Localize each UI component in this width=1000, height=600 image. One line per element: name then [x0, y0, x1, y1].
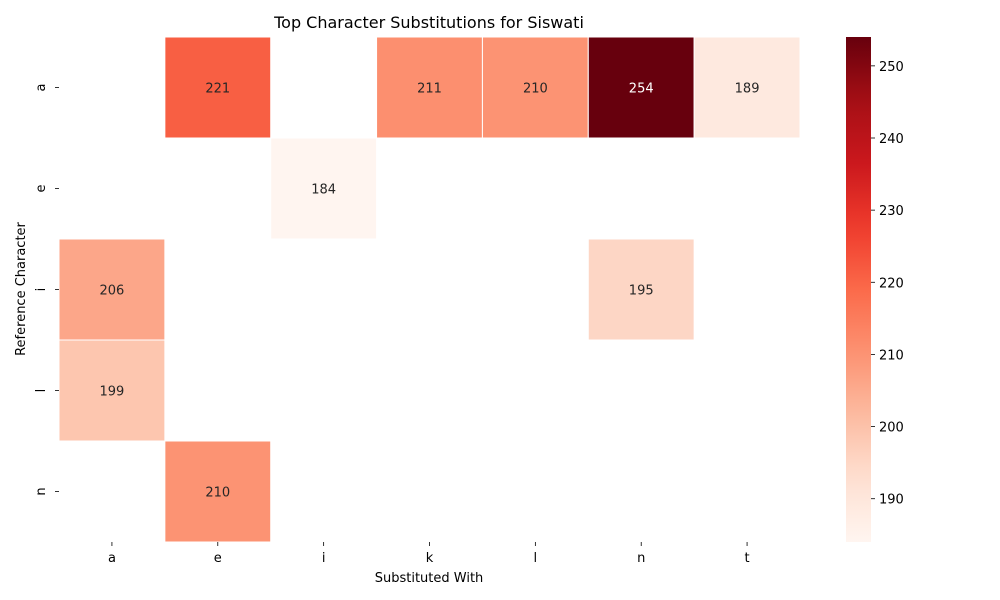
x-tick-label: i: [322, 551, 326, 566]
y-axis: a e i l n: [34, 84, 59, 496]
colorbar-tick-label: 240: [879, 132, 904, 147]
cell-value-label: 211: [417, 82, 442, 97]
x-tick-label: n: [637, 551, 645, 566]
cell-value-label: 184: [311, 183, 336, 198]
x-tick-label: e: [214, 551, 222, 566]
y-axis-label: Reference Character: [14, 221, 29, 355]
colorbar-tick-label: 230: [879, 204, 904, 219]
x-tick-label: a: [108, 551, 116, 566]
cell-value-label: 189: [735, 82, 760, 97]
chart-title: Top Character Substitutions for Siswati: [273, 13, 584, 32]
colorbar: 190 200 210 220 230 240 250: [846, 37, 904, 542]
y-tick-label: a: [34, 84, 49, 92]
colorbar-gradient: [846, 37, 871, 542]
cell-value-label: 195: [629, 284, 654, 299]
x-axis-label: Substituted With: [375, 571, 484, 586]
cell-value-label: 254: [629, 82, 654, 97]
heatmap-cell: [481, 36, 589, 139]
heatmap-cell: [164, 440, 272, 543]
y-tick-label: e: [34, 185, 49, 193]
x-tick-label: l: [534, 551, 538, 566]
colorbar-tick-label: 250: [879, 60, 904, 75]
colorbar-tick-label: 220: [879, 276, 904, 291]
heatmap-cell: [587, 238, 695, 341]
y-tick-label: n: [34, 487, 49, 495]
heatmap-cell: [270, 137, 378, 240]
y-tick-label: l: [34, 389, 49, 393]
heatmap-cell: [587, 36, 695, 139]
x-tick-label: t: [745, 551, 750, 566]
cell-value-label: 206: [100, 284, 125, 299]
heatmap-cell: [376, 36, 483, 139]
cell-value-label: 199: [100, 385, 125, 400]
x-tick-label: k: [426, 551, 434, 566]
y-tick-label: i: [34, 288, 49, 292]
heatmap-cells: 221 211 210 254 189 184 206 195 199 210: [58, 36, 801, 543]
cell-value-label: 210: [523, 82, 548, 97]
cell-value-label: 221: [205, 82, 230, 97]
colorbar-tick-label: 210: [879, 348, 904, 363]
heatmap-cell: [164, 36, 272, 139]
cell-value-label: 210: [205, 486, 230, 501]
heatmap-cell: [693, 36, 801, 139]
colorbar-tick-label: 190: [879, 493, 904, 508]
colorbar-tick-label: 200: [879, 421, 904, 436]
colorbar-ticks: 190 200 210 220 230 240 250: [871, 60, 904, 508]
